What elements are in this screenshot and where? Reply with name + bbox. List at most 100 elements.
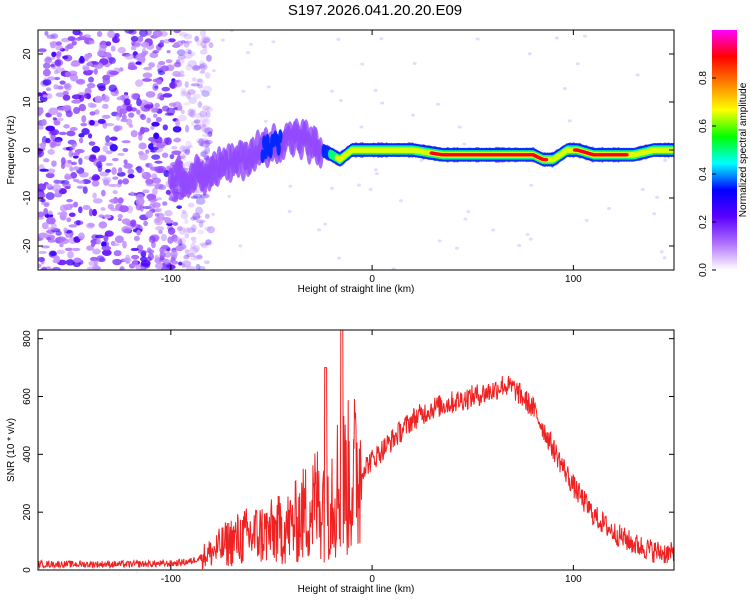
spectrogram-noise-blob [662,256,667,260]
spectrogram-noise-blob [188,108,194,117]
spectrogram-noise-blob [211,69,216,73]
spectrogram-noise-blob [53,84,59,90]
spectrogram-noise-blob [130,45,137,51]
x-tick-label: 0 [369,274,375,285]
spectrogram-noise-blob [137,250,148,255]
spectrogram-noise-blob [127,65,138,71]
spectrogram-noise-blob [96,238,101,245]
spectrogram-noise-blob [188,246,199,254]
y-tick-label: -20 [22,238,33,253]
spectrogram-noise-blob [156,63,162,70]
spectrogram-noise-blob [171,145,178,150]
spectrogram-noise-blob [73,151,80,156]
spectrogram-noise-blob [82,186,88,194]
spectrogram-noise-blob [187,112,193,117]
spectrogram-noise-blob [202,105,211,111]
spectrogram-noise-blob [101,103,109,109]
spectrogram-noise-blob [463,217,468,221]
spectrogram-noise-blob [71,94,82,100]
spectrogram-noise-blob [200,125,210,134]
spectrogram-noise-blob [155,262,164,270]
spectrogram-noise-blob [160,65,170,72]
spectrogram-noise-blob [133,39,141,48]
spectrogram-noise-blob [145,178,154,185]
spectrogram-noise-blob [146,247,152,254]
x-tick-label: 0 [369,574,375,585]
spectrogram-noise-blob [143,220,148,227]
colorbar-ticks: 0.0 0.2 0.4 0.6 0.8 [698,71,716,277]
spectrogram-noise-blob [201,133,209,138]
spectrogram-ridge-core [624,153,629,157]
spectrogram-noise-blob [91,180,100,187]
spectrogram-noise-blob [188,96,198,105]
spectrogram-noise-blob [107,30,116,39]
spectrogram-noise-blob [111,157,119,162]
spectrogram-noise-blob [90,242,96,247]
spectrogram-noise-blob [92,208,98,217]
spectrogram-noise-blob [359,125,364,129]
spectrogram-noise-blob [38,107,44,115]
spectrogram-noise-blob [142,72,153,79]
spectrogram-noise-blob [206,54,212,62]
spectrogram-noise-blob [199,115,209,124]
spectrogram-noise-blob [128,112,135,118]
spectrogram-noise-blob [157,70,166,75]
colorbar-tick-label: 0.0 [698,263,709,277]
spectrogram-noise-blob [98,214,105,218]
spectrogram-noise-blob [554,36,559,40]
spectrogram-noise-blob [154,102,160,108]
spectrogram-noise-blob [140,41,150,48]
spectrogram-noise-blob [102,249,112,256]
spectrogram-noise-blob [59,243,64,248]
spectrogram-ridge-core [543,157,549,162]
spectrogram-noise-blob [84,87,92,95]
spectrogram-noise-blob [69,166,74,172]
spectrogram-noise-blob [39,192,46,198]
spectrogram-noise-blob [78,171,89,178]
spectrogram-noise-blob [193,64,199,70]
spectrogram-noise-blob [175,245,184,252]
spectrogram-noise-blob [208,130,213,138]
spectrogram-noise-blob [336,37,341,41]
spectrogram-noise-blob [204,72,211,79]
spectrogram-noise-blob [180,212,189,220]
spectrogram-noise-blob [197,101,203,108]
spectrogram-noise-blob [194,35,200,42]
spectrogram-noise-blob [158,229,163,235]
spectrogram-noise-blob [176,226,183,231]
spectrogram-noise-blob [111,36,120,44]
spectrogram-noise-blob [246,51,251,55]
spectrogram-noise-blob [67,250,74,259]
spectrogram-noise-blob [248,42,253,46]
spectrogram-noise-blob [94,234,105,239]
spectrogram-noise-blob [131,254,140,260]
spectrogram-noise-blob [75,220,81,226]
spectrogram-noise-blob [198,265,206,270]
spectrogram-noise-blob [98,221,108,229]
spectrogram-noise-blob [42,68,51,77]
spectrogram-noise-blob [187,60,197,68]
spectrogram-noise-blob [238,244,243,248]
spectrogram-noise-blob [191,77,197,82]
spectrogram-noise-blob [85,54,92,59]
y-tick-label: 600 [22,388,33,405]
spectrogram-noise-blob [103,214,112,219]
spectrogram-noise-blob [199,110,208,118]
spectrogram-noise-blob [208,42,214,49]
spectrogram-noise-blob [38,216,44,220]
spectrogram-noise-blob [105,150,113,155]
spectrogram-noise-blob [45,192,55,201]
spectrogram-noise-blob [197,229,204,235]
spectrogram-noise-blob [38,183,47,192]
spectrogram-noise-blob [78,206,83,214]
x-tick-label: -100 [161,274,181,285]
snr-y-label: SNR (10 * v/v) [6,418,17,482]
spectrogram-noise-blob [173,236,182,244]
spectrogram-noise-blob [201,36,211,43]
spectrogram-noise-blob [93,68,98,75]
x-tick-label: 100 [565,274,582,285]
spectrogram-noise-blob [38,211,45,218]
spectrogram-noise-blob [64,45,69,52]
spectrogram-noise-blob [184,81,189,88]
